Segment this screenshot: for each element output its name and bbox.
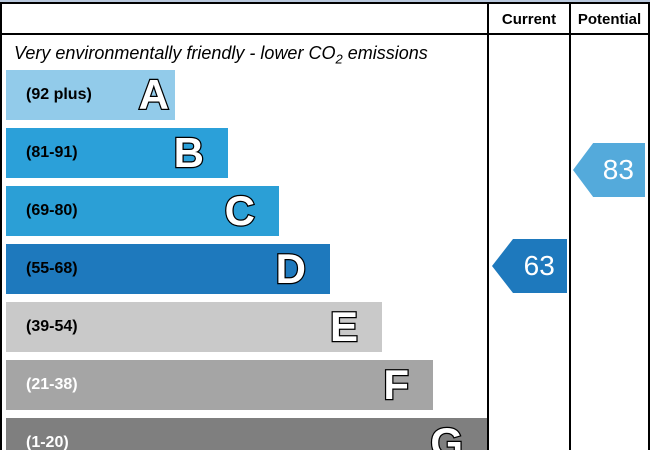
band-range-label: (21-38) — [26, 376, 78, 393]
band-range-label: (1-20) — [26, 434, 69, 450]
border-top — [0, 2, 650, 4]
band-range-label: (55-68) — [26, 260, 78, 277]
header-separator — [0, 33, 650, 35]
chart-title-post: emissions — [342, 43, 428, 63]
border-right — [648, 2, 650, 450]
potential-column-header: Potential — [577, 10, 642, 28]
band-row-e: (39-54) E — [6, 302, 382, 352]
band-range-label: (39-54) — [26, 318, 78, 335]
band-row-b: (81-91) B — [6, 128, 228, 178]
band-range-label: (92 plus) — [26, 86, 92, 103]
band-range-label: (69-80) — [26, 202, 78, 219]
column-divider-current — [487, 2, 489, 450]
band-letter: C — [223, 186, 256, 236]
potential-rating-value: 83 — [602, 154, 634, 185]
potential-rating-arrow: 83 — [573, 143, 645, 197]
chart-title-subscript: 2 — [335, 51, 343, 67]
current-column-header: Current — [501, 10, 557, 28]
band-range-label: (81-91) — [26, 144, 78, 161]
column-divider-potential — [569, 2, 571, 450]
current-rating-arrow: 63 — [492, 239, 567, 293]
band-letter: E — [329, 302, 360, 352]
band-letter: A — [137, 70, 170, 120]
top-accent-line — [0, 0, 650, 2]
border-left — [0, 2, 2, 450]
current-rating-value: 63 — [523, 250, 555, 281]
band-letter: B — [172, 128, 205, 178]
band-letter: F — [382, 360, 410, 410]
band-letter: G — [429, 418, 464, 450]
band-row-d: (55-68) D — [6, 244, 330, 294]
band-row-g: (1-20) G — [6, 418, 487, 450]
band-row-c: (69-80) C — [6, 186, 279, 236]
chart-title-pre: Very environmentally friendly - lower CO — [14, 43, 336, 63]
band-row-a: (92 plus) A — [6, 70, 175, 120]
band-row-f: (21-38) F — [6, 360, 433, 410]
chart-title: Very environmentally friendly - lower CO… — [14, 39, 480, 67]
band-letter: D — [274, 244, 307, 294]
